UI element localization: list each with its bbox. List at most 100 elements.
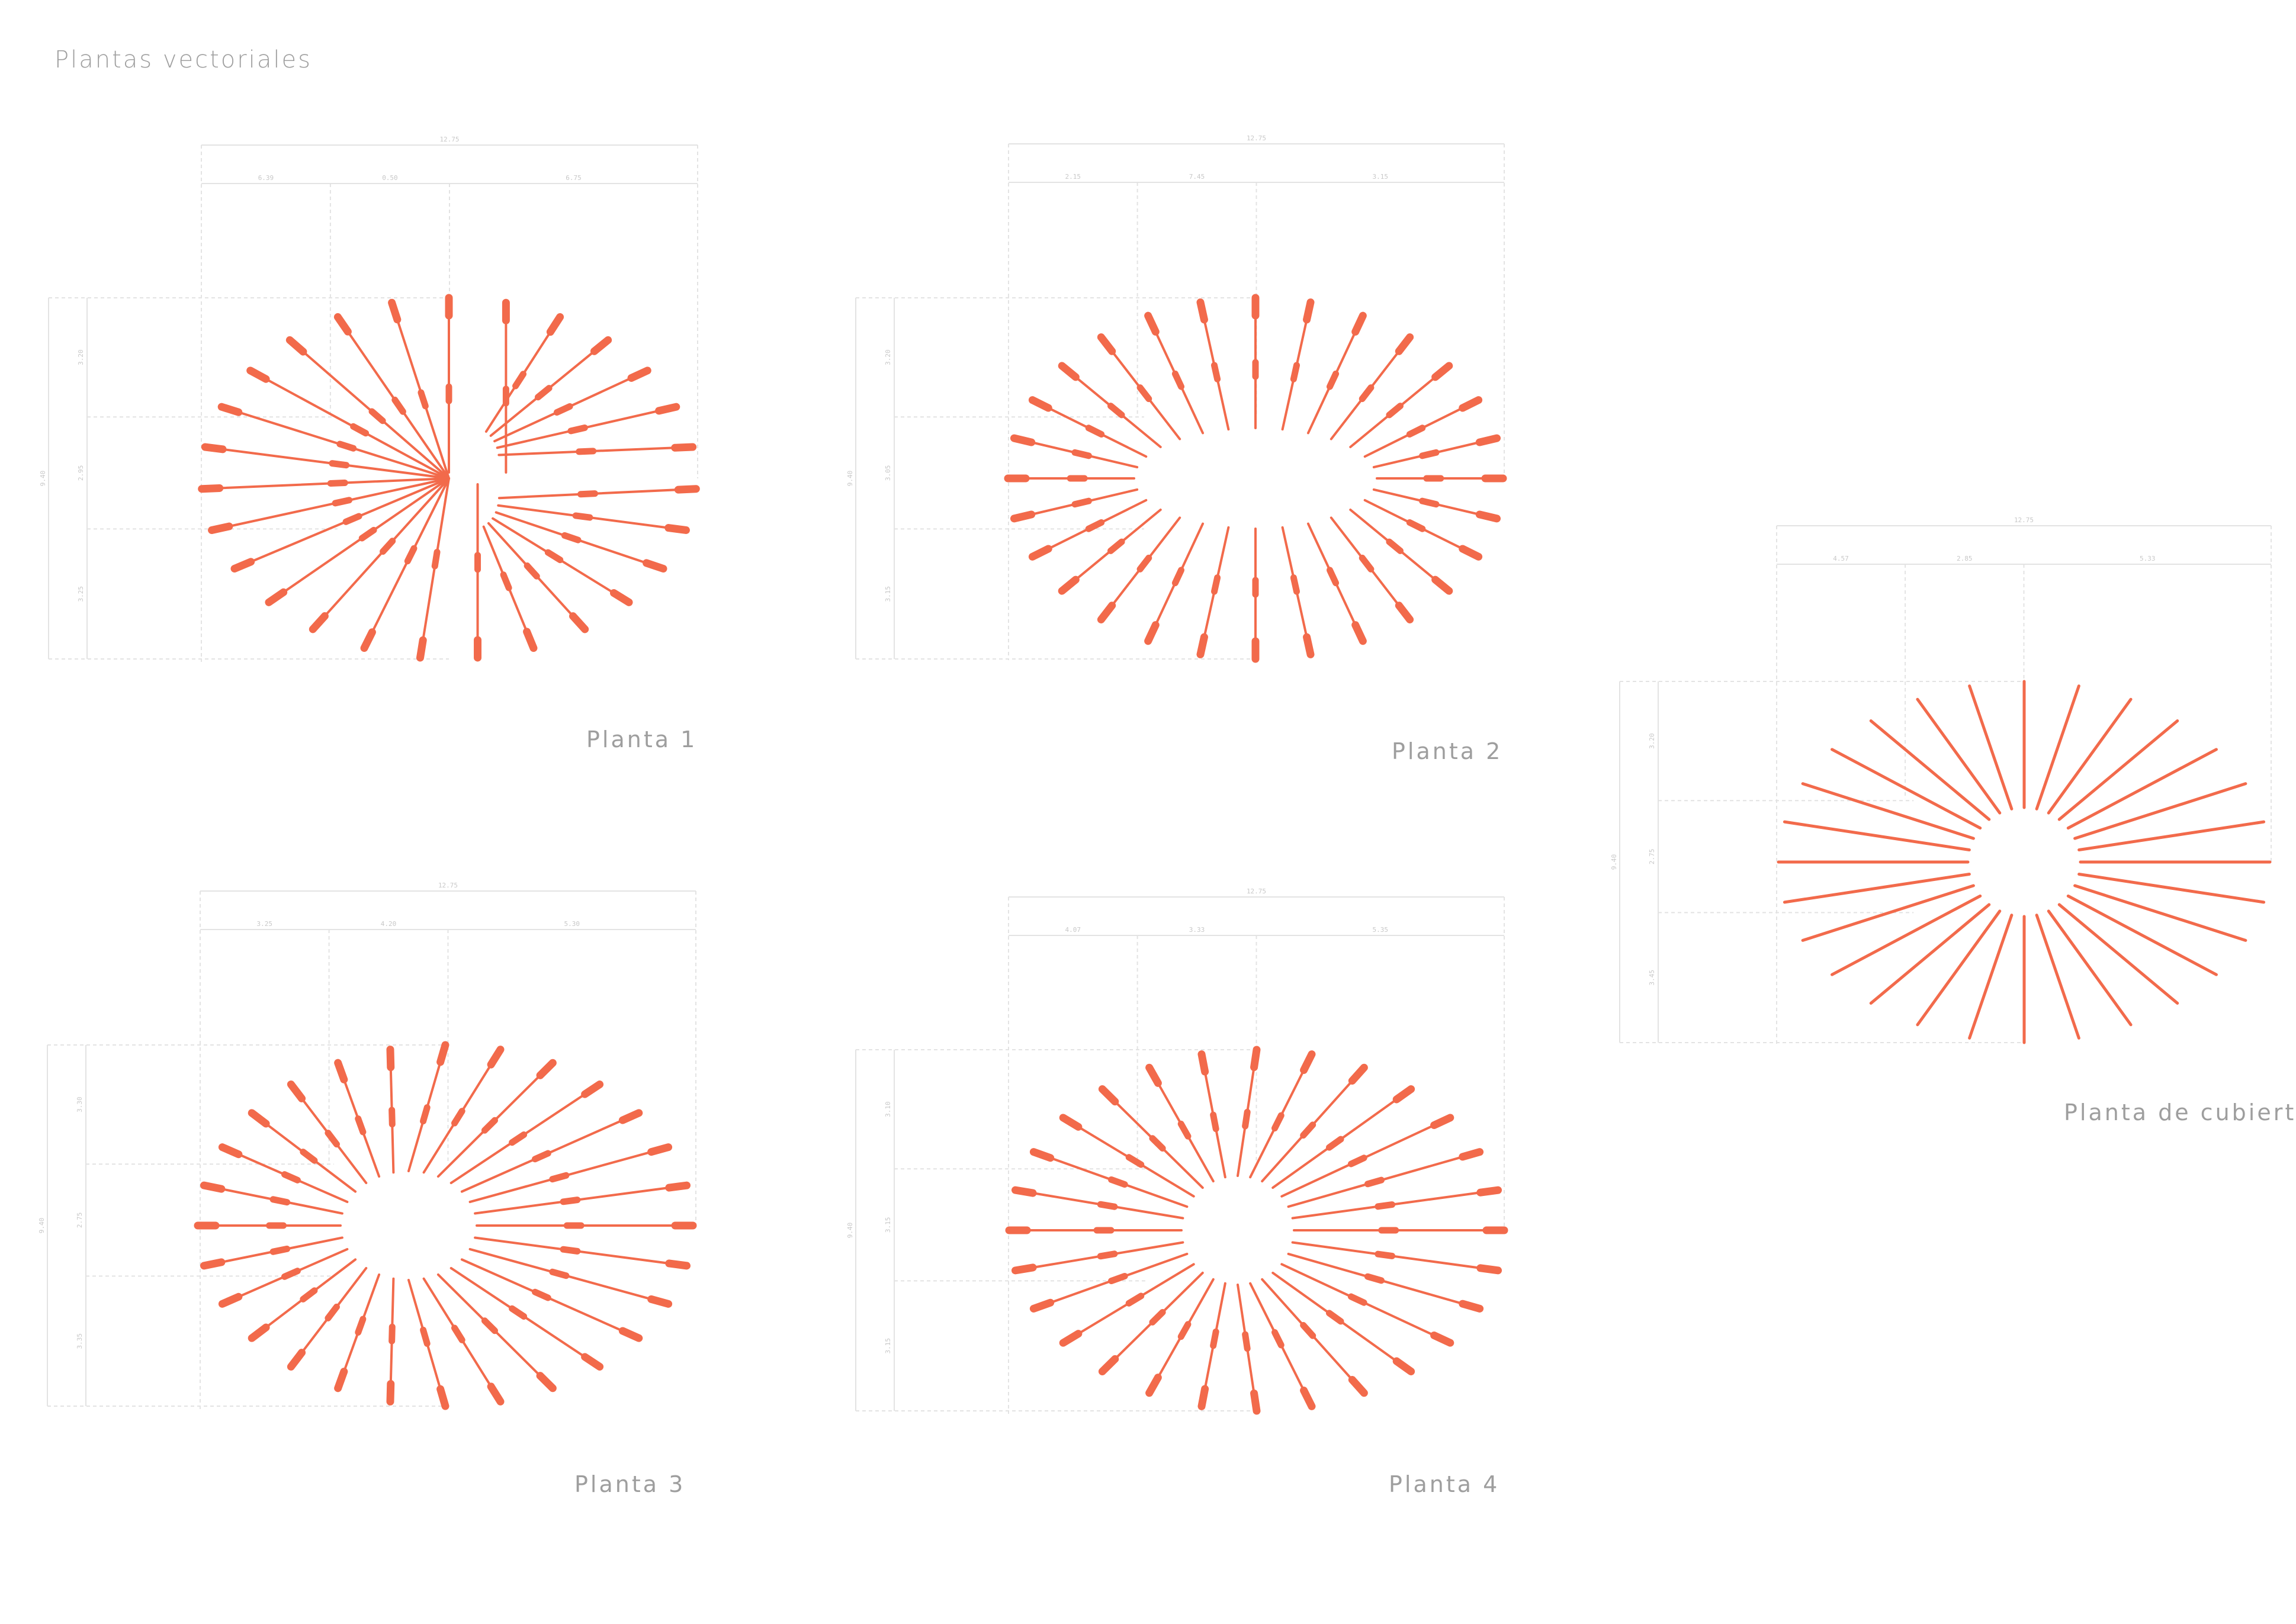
- dim-text-side-part: 3.15: [884, 1217, 892, 1233]
- beam-mid-marker: [1210, 1328, 1219, 1349]
- radial-beam: [460, 1258, 643, 1342]
- dim-text-side-part: 3.25: [77, 586, 85, 602]
- beam-end-marker: [1144, 621, 1160, 645]
- beam-mid-marker: [451, 1324, 465, 1343]
- radial-beam: [386, 1277, 396, 1406]
- radial-beam: [2073, 884, 2247, 942]
- beam-end-marker: [265, 588, 288, 606]
- beam-mid-marker: [1177, 1120, 1192, 1140]
- beam-end-marker: [647, 1295, 673, 1308]
- radial-beam: [407, 1279, 449, 1410]
- radial-beam: [265, 477, 450, 606]
- radial-beam: [1097, 333, 1181, 440]
- radial-beam: [1196, 526, 1230, 658]
- radial-beam: [1249, 1282, 1316, 1410]
- radial-beam: [218, 1143, 349, 1204]
- beam-end-marker: [1392, 1085, 1415, 1104]
- radial-beam: [309, 477, 450, 633]
- beam-end-marker: [1028, 396, 1052, 412]
- beam-mid-marker: [1125, 1292, 1145, 1307]
- radial-beam: [1145, 1063, 1215, 1183]
- beam-end-marker: [1196, 298, 1208, 324]
- dim-text-top-part: 4.07: [1065, 926, 1081, 934]
- dim-text-top-part: 5.35: [1373, 926, 1389, 934]
- beam-mid-marker: [531, 1288, 551, 1301]
- dim-text-top-part: 3.15: [1373, 173, 1389, 181]
- radial-beam: [388, 298, 450, 480]
- beam-mid-marker: [358, 526, 377, 542]
- beam-mid-marker: [1386, 403, 1404, 419]
- beam-mid-marker: [553, 403, 573, 416]
- dim-text-side-part: 3.15: [884, 1338, 892, 1354]
- radial-beam: [1028, 396, 1148, 458]
- plan-label-planta-3: Planta 3: [574, 1471, 685, 1497]
- beam-mid-marker: [355, 1316, 367, 1336]
- beam-mid-marker: [1300, 1121, 1316, 1139]
- beam-mid-marker: [1177, 1321, 1192, 1340]
- radial-beam: [287, 1266, 368, 1371]
- beam-mid-marker: [388, 1323, 396, 1345]
- beam-end-marker: [436, 1041, 449, 1066]
- beam-mid-marker: [269, 1245, 291, 1255]
- radial-beam: [1869, 903, 1991, 1005]
- beam-end-marker: [416, 636, 427, 662]
- radial-beam: [1291, 1186, 1502, 1220]
- radial-beam: [217, 403, 450, 480]
- dim-text-side-total: 9.40: [846, 471, 854, 487]
- radial-beam: [2057, 719, 2179, 821]
- beam-end-marker: [1196, 633, 1208, 658]
- beam-end-marker: [1028, 545, 1052, 561]
- beam-mid-marker: [1347, 1155, 1367, 1168]
- beam-end-marker: [200, 1181, 226, 1193]
- beam-mid-marker: [481, 1117, 498, 1134]
- beam-end-marker: [1197, 1050, 1209, 1076]
- beam-end-marker: [1059, 1330, 1083, 1347]
- beam-end-marker: [218, 1292, 243, 1308]
- beam-mid-marker: [560, 1197, 581, 1205]
- radial-beam: [360, 477, 450, 652]
- dim-text-top-part: 7.45: [1189, 173, 1205, 181]
- beam-mid-marker: [561, 532, 582, 544]
- radial-beam: [1011, 1186, 1184, 1220]
- beam-mid-marker: [1271, 1329, 1285, 1349]
- radial-beam: [1261, 1278, 1368, 1397]
- beam-end-marker: [1395, 602, 1414, 623]
- beam-end-marker: [1300, 1387, 1316, 1410]
- beam-end-marker: [1303, 298, 1315, 324]
- radial-beam: [2077, 820, 2266, 852]
- radial-beam: [1280, 1114, 1454, 1198]
- beam-mid-marker: [544, 549, 564, 564]
- radial-beam: [1330, 516, 1414, 623]
- radial-beam: [198, 477, 450, 493]
- beam-mid-marker: [1364, 1176, 1385, 1188]
- beam-end-marker: [217, 403, 243, 416]
- beam-mid-marker: [342, 513, 362, 525]
- beam-end-marker: [1058, 362, 1080, 381]
- beam-end-marker: [1303, 633, 1315, 658]
- beam-end-marker: [1476, 1186, 1502, 1197]
- beam-mid-marker: [500, 571, 512, 591]
- radial-beam: [1783, 820, 1971, 852]
- radial-beam: [449, 1080, 604, 1185]
- beam-end-marker: [309, 612, 329, 633]
- radial-beam: [474, 1181, 691, 1215]
- radial-beam: [1058, 508, 1162, 595]
- radial-beam: [482, 525, 538, 652]
- radial-beam: [1363, 396, 1483, 458]
- dim-text-side-part: 3.05: [884, 465, 892, 481]
- beam-mid-marker: [1364, 1273, 1385, 1284]
- beam-mid-marker: [391, 396, 406, 415]
- beam-end-marker: [1011, 1186, 1037, 1197]
- radial-beam: [1831, 748, 1982, 830]
- beam-mid-marker: [1419, 497, 1440, 508]
- dim-text-side-part: 3.20: [1648, 733, 1656, 749]
- beam-mid-marker: [420, 1326, 431, 1347]
- plan-label-planta-4: Planta 4: [1389, 1471, 1499, 1497]
- beam-end-marker: [1098, 1355, 1119, 1375]
- radial-beam: [422, 1046, 505, 1174]
- beam-mid-marker: [1326, 370, 1340, 390]
- beam-mid-marker: [572, 512, 593, 521]
- beam-mid-marker: [1210, 1111, 1219, 1133]
- beam-end-marker: [627, 366, 651, 382]
- beam-mid-marker: [1107, 403, 1125, 419]
